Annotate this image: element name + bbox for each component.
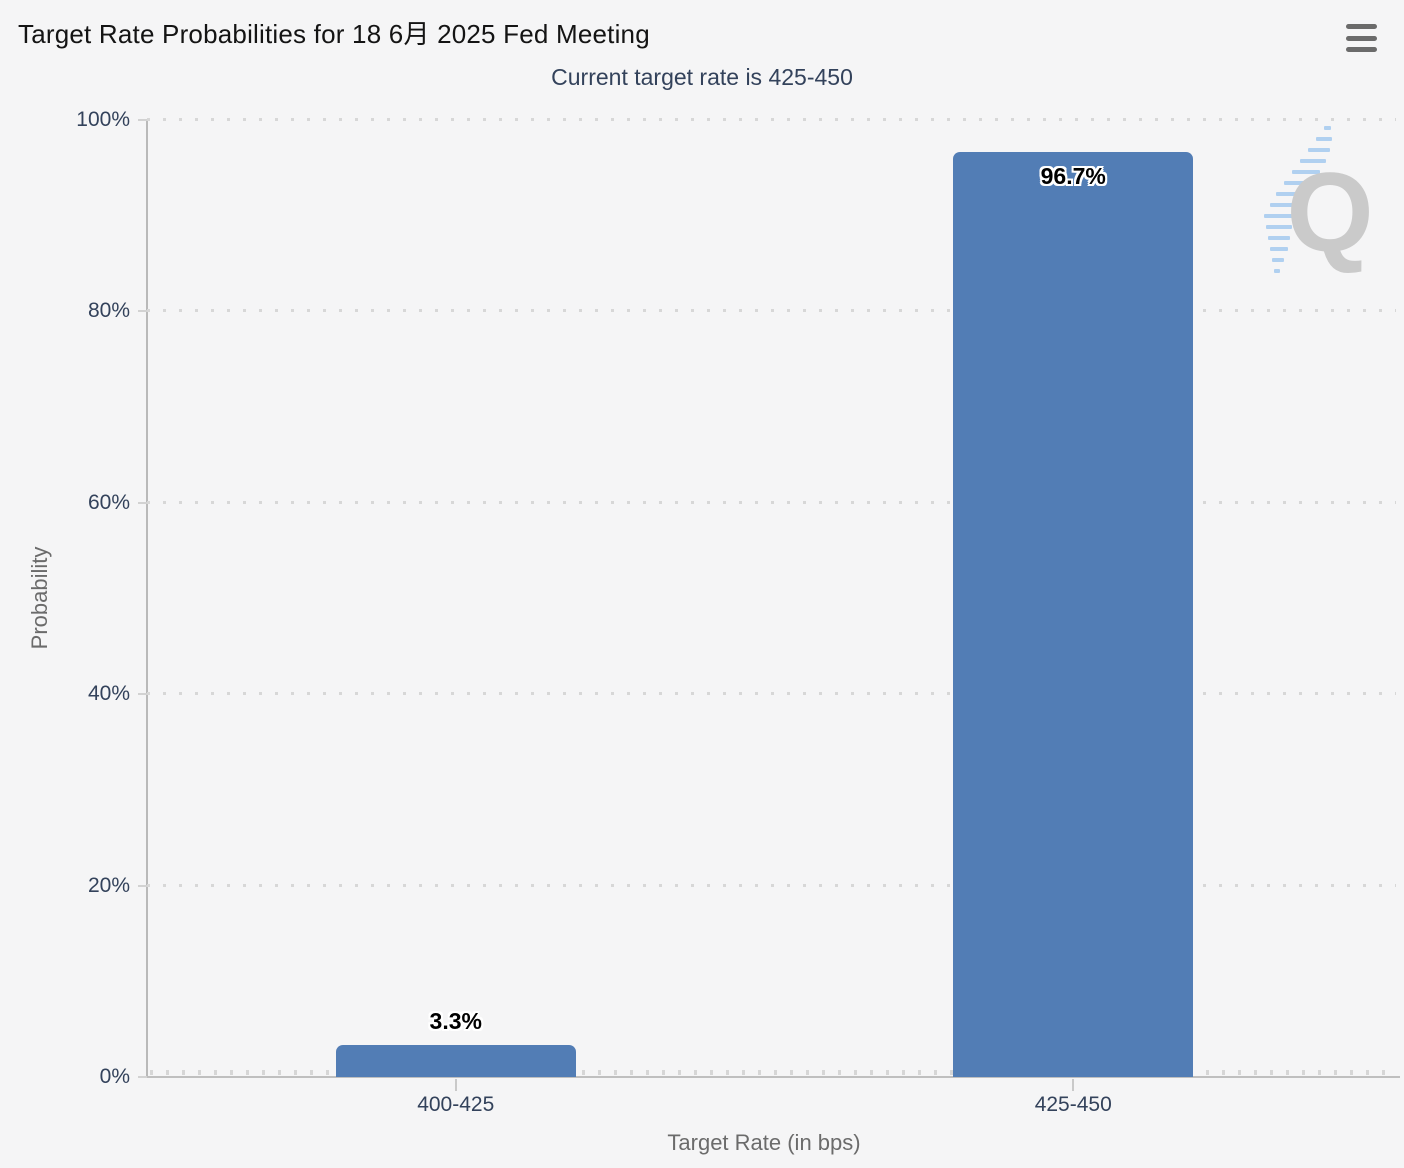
gridline-80%	[147, 309, 1396, 313]
x-category-label: 400-425	[417, 1093, 495, 1116]
bar-value-label: 3.3%	[429, 1008, 482, 1035]
x-axis-title: Target Rate (in bps)	[667, 1130, 861, 1155]
y-axis-title: Probability	[27, 546, 52, 650]
gridline-40%	[147, 692, 1396, 696]
hamburger-menu-icon[interactable]	[1346, 24, 1378, 52]
y-tick-label: 40%	[87, 682, 130, 706]
quikstrike-logo-watermark: Q	[1264, 126, 1374, 275]
chart-title: Target Rate Probabilities for 18 6月 2025…	[18, 19, 650, 49]
y-tick-mark	[138, 119, 147, 121]
q-letter: Q	[1286, 150, 1373, 275]
gridline-100%	[147, 118, 1396, 121]
menu-bar	[1346, 35, 1377, 41]
bar-425-450[interactable]	[953, 151, 1194, 1077]
bar-400-425[interactable]	[335, 1045, 576, 1077]
gridline-60%	[147, 500, 1396, 504]
y-tick-label: 100%	[76, 108, 130, 131]
y-tick-label: 0%	[99, 1065, 130, 1088]
bar-value-label: 96.7%	[1040, 162, 1106, 189]
y-tick-label: 60%	[87, 490, 130, 514]
menu-bar	[1346, 24, 1377, 29]
y-axis-line	[146, 120, 148, 1077]
x-axis-line	[146, 1076, 1400, 1078]
x-tick-mark	[1072, 1079, 1075, 1091]
y-tick-mark	[138, 884, 147, 887]
y-tick-label: 80%	[87, 299, 130, 323]
y-tick-mark	[138, 1076, 147, 1078]
y-tick-mark	[138, 501, 147, 504]
x-category-label: 425-450	[1034, 1093, 1112, 1116]
gridline-20%	[147, 883, 1396, 887]
y-tick-mark	[138, 693, 147, 696]
y-tick-mark	[138, 310, 147, 313]
y-tick-label: 20%	[87, 873, 130, 897]
x-tick-mark	[454, 1079, 457, 1091]
x-axis-minor-dots	[150, 1070, 1396, 1075]
chart-subtitle: Current target rate is 425-450	[551, 64, 853, 90]
menu-bar	[1346, 47, 1377, 52]
